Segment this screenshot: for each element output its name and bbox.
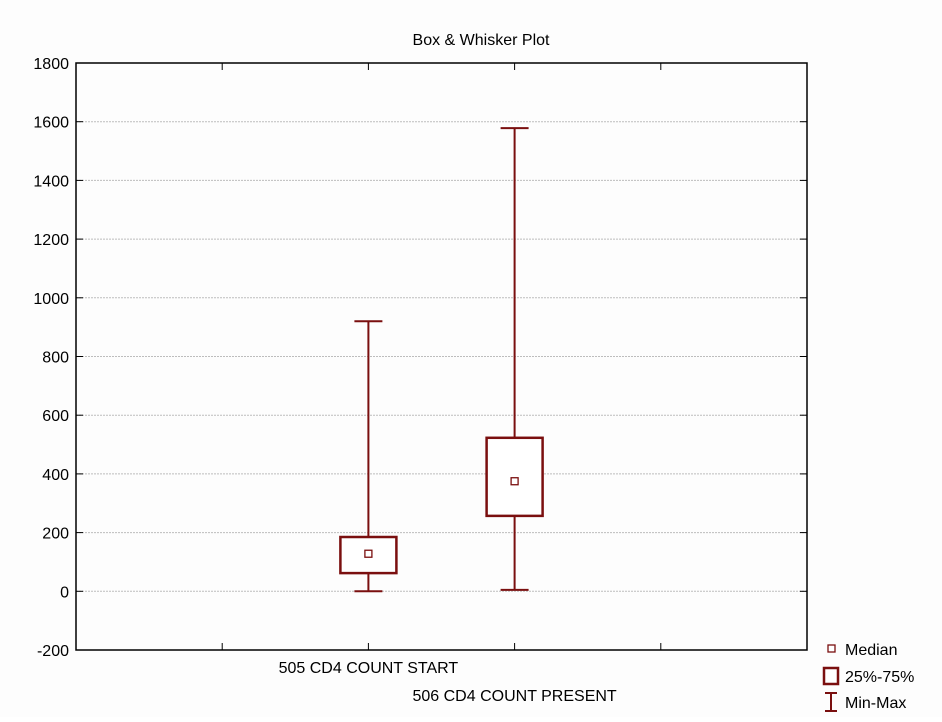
y-axis: -200 0 200 400 600 800 1000 1200 1400 1600 1800 (33, 56, 807, 660)
legend-item-box: 25%-75% (822, 666, 914, 686)
y-tick-label: 1200 (33, 232, 69, 249)
y-tick-label: 400 (42, 467, 69, 484)
median-marker (364, 549, 373, 558)
legend-label: 25%-75% (845, 669, 914, 686)
legend-median-swatch (827, 644, 836, 653)
legend-label: Min-Max (845, 695, 906, 712)
x-axis (221, 63, 662, 650)
y-tick-label: 0 (60, 584, 69, 601)
legend-label: Median (845, 642, 897, 659)
x-category-label: 505 CD4 COUNT START (279, 660, 459, 677)
y-tick-label: 1400 (33, 173, 69, 190)
y-tick-label: 1600 (33, 115, 69, 132)
y-tick-label: 200 (42, 526, 69, 543)
box-2 (485, 127, 544, 591)
legend-item-whisker: Min-Max (825, 692, 906, 712)
median-marker (510, 477, 519, 486)
box-1 (339, 320, 398, 593)
iqr-box (485, 436, 544, 518)
y-tick-label: 1800 (33, 56, 69, 73)
chart-title: Box & Whisker Plot (413, 32, 550, 49)
y-tick-label: 800 (42, 350, 69, 367)
y-tick-label: -200 (37, 643, 69, 660)
legend: Median 25%-75% Min-Max (822, 642, 914, 712)
legend-box-swatch (822, 666, 840, 686)
x-category-label: 506 CD4 COUNT PRESENT (412, 688, 616, 705)
box-series (339, 127, 544, 593)
y-tick-label: 600 (42, 408, 69, 425)
x-axis-labels: 505 CD4 COUNT START 506 CD4 COUNT PRESENT (279, 660, 617, 705)
legend-item-median-square: Median (827, 642, 897, 659)
y-tick-label: 1000 (33, 291, 69, 308)
grid-lines (76, 121, 807, 592)
